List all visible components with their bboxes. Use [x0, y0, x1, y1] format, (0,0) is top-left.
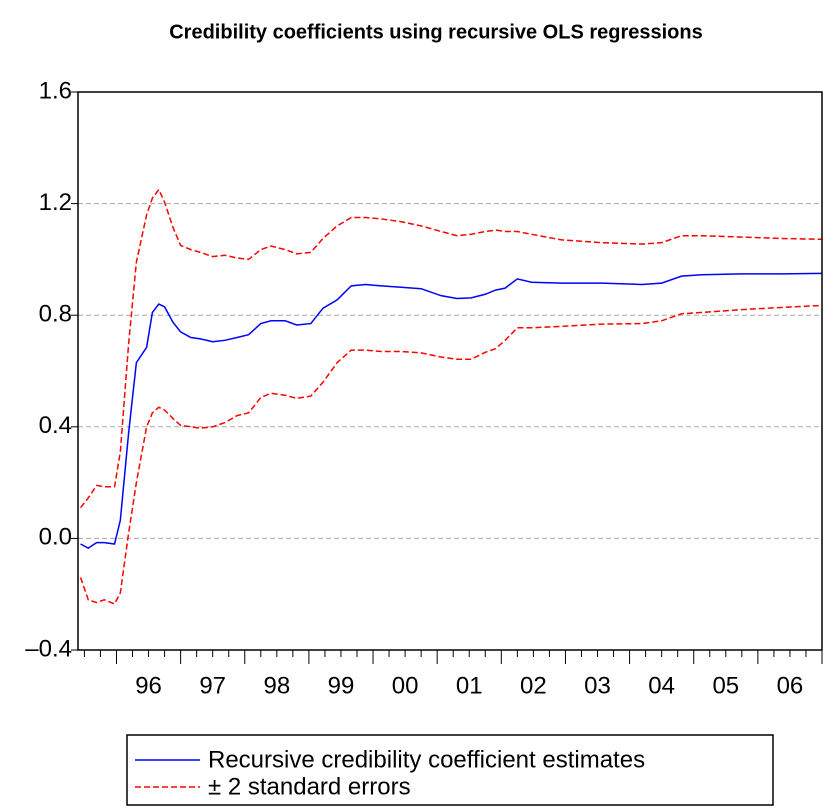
chart-title: Credibility coefficients using recursive…: [169, 21, 703, 43]
series-line: [80, 272, 823, 550]
x-tick-label: 00: [392, 672, 419, 699]
x-tick-label: 01: [456, 672, 483, 699]
x-tick-label: 05: [712, 672, 739, 699]
x-tick-label: 98: [263, 672, 290, 699]
legend-label: Recursive credibility coefficient estima…: [208, 746, 645, 773]
y-tick-label: 1.2: [39, 189, 72, 216]
x-tick-label: 99: [328, 672, 355, 699]
legend-box: [126, 734, 774, 806]
y-tick-label: 0.8: [39, 301, 72, 328]
y-tick-label: 0.0: [39, 524, 72, 551]
plot-frame: [77, 91, 823, 651]
x-tick-label: 96: [135, 672, 162, 699]
series-line: [79, 304, 823, 605]
x-tick-label: 03: [584, 672, 611, 699]
legend-label: ± 2 standard errors: [208, 773, 411, 800]
x-tick-label: 97: [199, 672, 226, 699]
y-tick-label: 0.4: [39, 412, 72, 439]
x-tick-label: 06: [777, 672, 804, 699]
y-tick-label: 1.6: [39, 77, 72, 104]
x-tick-label: 02: [520, 672, 547, 699]
series-line: [79, 188, 823, 509]
y-tick-label: –0.4: [25, 635, 72, 662]
x-tick-label: 04: [648, 672, 675, 699]
